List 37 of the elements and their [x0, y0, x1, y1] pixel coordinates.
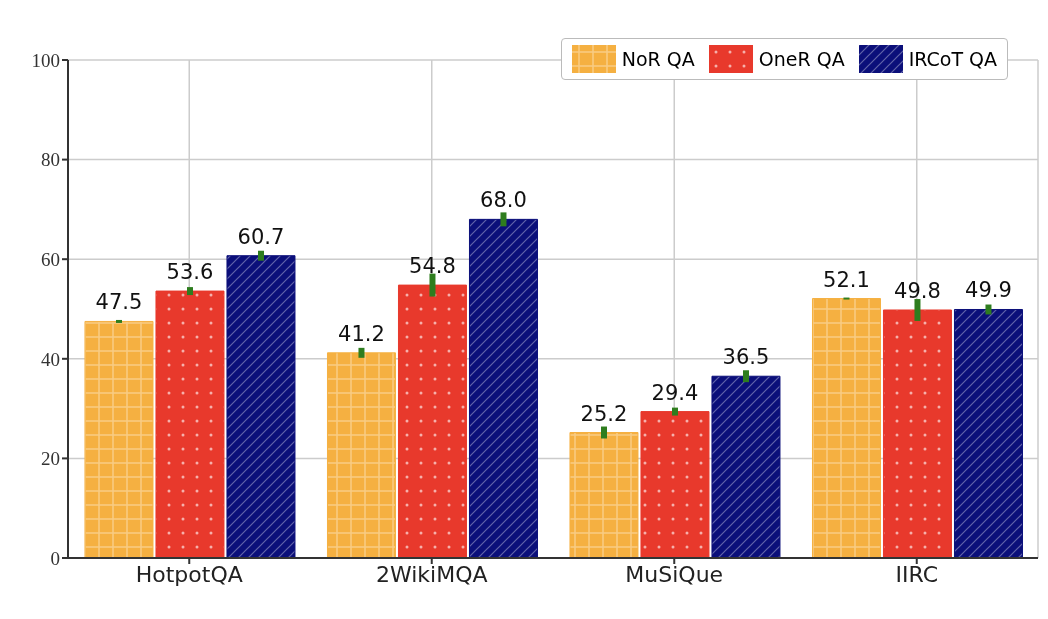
y-tick-label: 0: [50, 547, 60, 569]
y-tick-label: 60: [41, 248, 60, 270]
x-tick-label: HotpotQA: [135, 561, 243, 587]
bar: [711, 375, 781, 558]
bar: [397, 284, 467, 558]
data-label: 60.7: [237, 224, 285, 249]
data-label: 25.2: [580, 401, 628, 426]
bar: [326, 352, 396, 558]
bar: [226, 255, 296, 558]
legend-label: OneR QA: [758, 48, 845, 70]
bar: [811, 298, 881, 558]
bar: [155, 290, 225, 558]
data-label: 49.9: [965, 278, 1012, 303]
data-label: 54.8: [409, 254, 456, 279]
x-tick-label: MuSiQue: [625, 561, 724, 587]
data-label: 52.1: [823, 267, 870, 292]
legend-label: NoR QA: [621, 48, 695, 70]
x-tick-label: IIRC: [895, 561, 939, 587]
bar: [882, 309, 952, 558]
data-label: 68.0: [480, 188, 527, 213]
bar: [640, 411, 710, 558]
bar: [84, 320, 154, 558]
y-tick-label: 80: [41, 149, 60, 171]
y-tick-label: 100: [31, 49, 60, 71]
data-label: 29.4: [651, 380, 699, 405]
data-label: 41.2: [338, 321, 385, 346]
data-label: 53.6: [166, 260, 214, 285]
legend-label: IRCoT QA: [908, 48, 997, 70]
y-tick-label: 40: [41, 348, 60, 370]
x-tick-label: 2WikiMQA: [375, 561, 488, 587]
bar: [953, 309, 1023, 558]
bar: [569, 432, 639, 558]
bar: [468, 218, 538, 558]
data-label: 49.8: [894, 279, 941, 303]
data-label: 36.5: [722, 345, 770, 370]
data-label: 47.5: [95, 290, 143, 315]
y-tick-label: 20: [41, 448, 60, 470]
